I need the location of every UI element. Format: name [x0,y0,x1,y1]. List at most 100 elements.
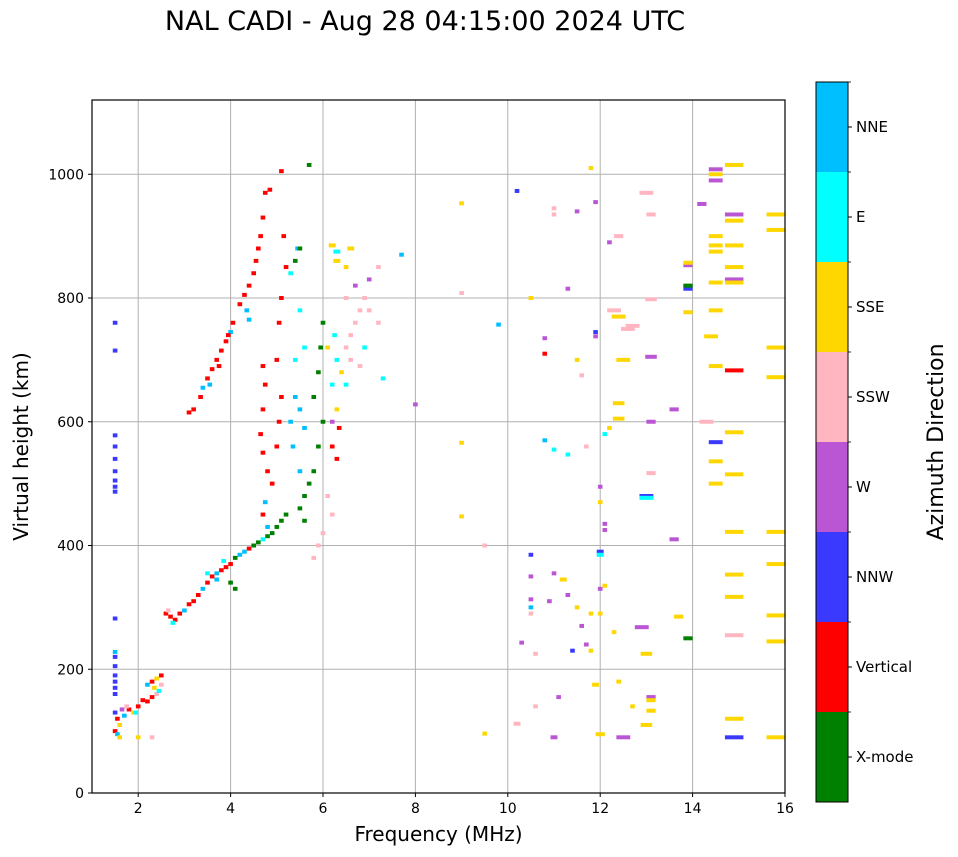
echo-point-ssw [533,704,538,709]
echo-point-w [584,642,589,647]
echo-point-nne [214,571,220,576]
y-tick-label: 400 [57,539,84,555]
y-tick-label: 1000 [48,167,84,183]
echo-point-nnw [112,679,118,684]
echo-point-ssw [165,608,171,613]
chart-title: NAL CADI - Aug 28 04:15:00 2024 UTC [164,6,686,37]
echo-point-vertical [242,292,247,297]
colorbar-title: Azimuth Direction [924,343,949,540]
echo-point-w [669,407,679,412]
echo-point-nne [244,308,250,313]
echo-point-e [205,571,210,576]
echo-point-w [708,178,723,183]
echo-point-sse [117,735,123,740]
echo-point-nne [207,382,213,387]
echo-point-e [362,345,367,350]
echo-point-vertical [260,512,266,517]
x-tick-label: 12 [591,801,609,817]
echo-point-e [602,432,608,437]
echo-point-e [334,357,340,362]
echo-point-w [646,419,656,424]
echo-point-sse [334,407,340,412]
echo-point-vertical [260,215,266,220]
echo-point-vertical [262,382,268,387]
echo-point-ssw [699,419,714,424]
echo-point-x-mode [297,506,303,511]
echo-point-nnw [528,552,534,557]
echo-point-sse [459,440,464,445]
echo-point-w [593,200,598,205]
echo-point-vertical [149,695,155,700]
echo-point-vertical [274,357,280,362]
echo-point-e [288,271,293,276]
echo-point-sse [724,716,744,721]
echo-point-x-mode [251,543,257,548]
echo-point-x-mode [683,283,693,288]
echo-point-e [302,345,307,350]
echo-point-x-mode [320,320,326,325]
colorbar: X-mode Vertical NNW W SSW SSE E NNE [815,81,913,803]
echo-point-ssw [584,444,589,449]
echo-point-nne [288,419,293,424]
echo-point-sse [588,611,594,616]
echo-point-sse [766,529,785,534]
y-tick-label: 0 [75,786,84,802]
echo-point-sse [766,613,785,618]
echo-point-sse [766,562,785,567]
echo-point-ssw [528,611,534,616]
echo-point-vertical [230,320,236,325]
x-tick-label: 8 [411,801,420,817]
echo-point-x-mode [279,518,284,523]
y-tick-label: 800 [57,291,84,307]
echo-point-nne [297,469,303,474]
echo-point-w [683,263,693,268]
echo-point-sse [343,265,349,270]
colorbar-label: NNE [856,118,888,136]
echo-point-nnw [112,348,118,353]
echo-point-sse [602,583,608,588]
echo-point-x-mode [306,162,312,167]
echo-point-vertical [186,602,192,607]
echo-point-ssw [724,633,744,638]
echo-point-nnw [112,685,118,690]
echo-point-vertical [228,562,233,567]
echo-point-w [593,334,598,339]
echo-point-w [329,419,335,424]
echo-point-sse [616,679,621,684]
echo-point-e [292,357,298,362]
echo-point-nnw [112,469,118,474]
echo-point-e [343,382,349,387]
echo-point-nnw [112,664,118,669]
echo-point-nnw [112,444,118,449]
echo-point-ssw [646,471,656,476]
echo-point-nnw [570,648,575,653]
echo-point-sse [640,651,653,656]
echo-point-x-mode [683,636,693,641]
echo-point-vertical [281,234,287,239]
echo-point-e [221,558,226,563]
colorbar-segment [816,712,848,802]
echo-point-ssw [311,555,317,560]
colorbar-label: X-mode [856,748,913,766]
echo-point-nne [145,682,150,687]
echo-point-sse [630,704,635,709]
echo-point-nne [542,438,548,443]
echo-point-vertical [283,265,289,270]
echo-point-ssw [158,682,164,687]
echo-point-sse [646,698,656,703]
echo-point-x-mode [320,419,326,424]
echo-point-sse [724,594,744,599]
y-axis-label: Virtual height (km) [9,352,33,541]
echo-point-vertical [253,258,259,263]
echo-point-vertical [112,729,118,734]
echo-point-vertical [219,568,224,573]
echo-point-vertical [216,364,222,369]
echo-point-sse [674,614,684,619]
colorbar-segment [816,622,848,712]
echo-point-nne [122,713,127,718]
echo-point-ssw [320,531,326,536]
echo-point-sse [708,364,723,369]
echo-point-sse [724,280,744,285]
echo-point-vertical [269,481,275,486]
